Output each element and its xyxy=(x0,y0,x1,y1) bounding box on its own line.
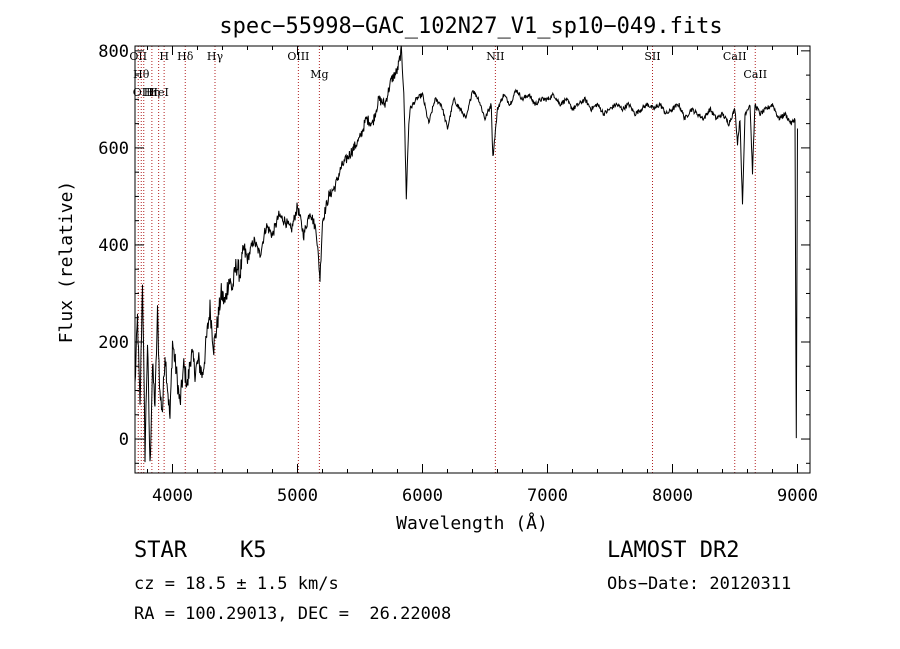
sky-coordinates: RA = 100.29013, DEC = 26.22008 xyxy=(134,604,452,624)
object-subclass: K5 xyxy=(240,538,267,563)
x-tick-label-0: 4000 xyxy=(152,486,193,506)
series-layer xyxy=(134,45,798,463)
y-axis-label: Flux (relative) xyxy=(56,181,77,344)
y-tick-label-2: 400 xyxy=(98,236,129,256)
marker-label-11: SII xyxy=(644,50,660,63)
chart-title: spec−55998−GAC_102N27_V1_sp10−049.fits xyxy=(219,14,722,39)
x-tick-label-2: 6000 xyxy=(402,486,443,506)
y-tick-label-0: 0 xyxy=(119,430,129,450)
marker-label-4: HeI xyxy=(148,86,168,99)
marker-label-12: CaII xyxy=(723,50,747,63)
x-tick-label-1: 5000 xyxy=(277,486,318,506)
x-tick-label-5: 9000 xyxy=(777,486,818,506)
y-tick-label-3: 600 xyxy=(98,139,129,159)
x-tick-label-3: 7000 xyxy=(527,486,568,506)
marker-label-0: OII xyxy=(129,50,147,63)
marker-label-5: H xyxy=(159,50,169,63)
redshift-velocity: cz = 18.5 ± 1.5 km/s xyxy=(134,574,339,594)
marker-label-1: Hθ xyxy=(133,68,150,81)
survey-name: LAMOST DR2 xyxy=(607,538,740,563)
marker-label-13: CaII xyxy=(743,68,767,81)
y-tick-label-1: 200 xyxy=(98,333,129,353)
y-tick-label-4: 800 xyxy=(98,42,129,62)
y-axis: 0 200 400 600 800 xyxy=(98,42,810,464)
marker-label-7: Hγ xyxy=(207,50,224,63)
x-axis: 4000 5000 6000 7000 8000 9000 xyxy=(147,46,818,506)
x-tick-label-4: 8000 xyxy=(652,486,693,506)
spectrum-series-0 xyxy=(134,45,798,463)
marker-label-10: NII xyxy=(486,50,504,63)
marker-label-6: Hδ xyxy=(177,50,194,63)
observation-date: Obs−Date: 20120311 xyxy=(607,574,792,594)
marker-label-3: Hη xyxy=(144,86,160,99)
marker-label-9: Mg xyxy=(310,68,328,81)
marker-label-8: OIII xyxy=(287,50,309,63)
marker-label-2: OIII xyxy=(133,86,155,99)
x-axis-label: Wavelength (Å) xyxy=(396,512,548,534)
object-class: STAR xyxy=(134,538,187,563)
